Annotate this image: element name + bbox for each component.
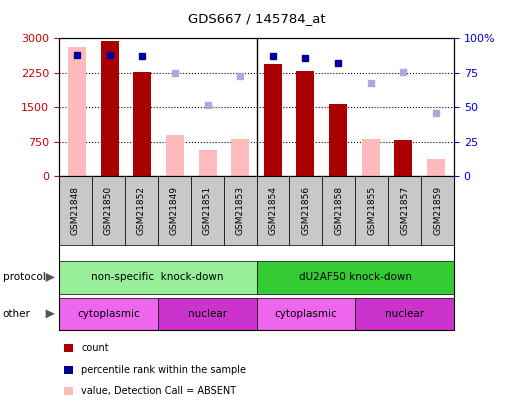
Text: nuclear: nuclear [385, 309, 424, 319]
Bar [166, 135, 184, 176]
Text: count: count [81, 343, 109, 353]
Text: cytoplasmic: cytoplasmic [77, 309, 140, 319]
Text: value, Detection Call = ABSENT: value, Detection Call = ABSENT [81, 386, 236, 396]
Bar [329, 104, 347, 176]
Text: GSM21850: GSM21850 [104, 186, 113, 235]
Text: GSM21858: GSM21858 [334, 186, 343, 235]
Bar [68, 47, 86, 176]
Text: GSM21855: GSM21855 [367, 186, 376, 235]
Bar [394, 140, 412, 176]
Bar [427, 159, 445, 176]
Bar [199, 150, 216, 176]
Text: dU2AF50 knock-down: dU2AF50 knock-down [299, 273, 412, 282]
Bar [101, 41, 119, 176]
Text: GSM21852: GSM21852 [137, 186, 146, 235]
Text: other: other [3, 309, 30, 319]
Text: protocol: protocol [3, 273, 45, 282]
Text: GSM21848: GSM21848 [71, 186, 80, 235]
Bar [362, 139, 380, 176]
Text: nuclear: nuclear [188, 309, 227, 319]
Text: GSM21856: GSM21856 [301, 186, 310, 235]
Bar [231, 139, 249, 176]
Text: GSM21849: GSM21849 [170, 186, 179, 235]
Text: cytoplasmic: cytoplasmic [274, 309, 337, 319]
Text: GDS667 / 145784_at: GDS667 / 145784_at [188, 12, 325, 25]
Text: percentile rank within the sample: percentile rank within the sample [81, 365, 246, 375]
Text: GSM21853: GSM21853 [235, 186, 245, 235]
Bar [297, 70, 314, 176]
Text: GSM21859: GSM21859 [433, 186, 442, 235]
Text: GSM21851: GSM21851 [203, 186, 212, 235]
Text: GSM21857: GSM21857 [400, 186, 409, 235]
Bar [264, 64, 282, 176]
Text: non-specific  knock-down: non-specific knock-down [91, 273, 224, 282]
Bar [133, 72, 151, 176]
Text: GSM21854: GSM21854 [268, 186, 278, 235]
